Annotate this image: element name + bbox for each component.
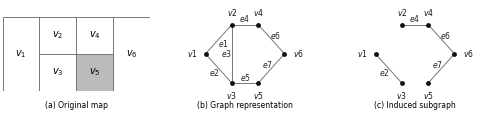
Text: $e7$: $e7$ [432, 59, 442, 70]
Text: $v5$: $v5$ [423, 90, 434, 101]
Text: $v3$: $v3$ [226, 90, 237, 101]
Text: $v_5$: $v_5$ [89, 66, 101, 78]
Text: $e2$: $e2$ [379, 67, 390, 78]
Text: $v4$: $v4$ [252, 7, 264, 18]
Text: (c) Induced subgraph: (c) Induced subgraph [374, 101, 456, 110]
Text: $v6$: $v6$ [462, 48, 473, 59]
Text: $v2$: $v2$ [226, 7, 237, 18]
Text: $v6$: $v6$ [292, 48, 304, 59]
Text: $e1$: $e1$ [218, 38, 228, 49]
Bar [76, 54, 113, 91]
Text: $v5$: $v5$ [253, 90, 264, 101]
Text: $v1$: $v1$ [356, 48, 368, 59]
Text: (b) Graph representation: (b) Graph representation [197, 101, 293, 110]
Text: $e6$: $e6$ [270, 30, 281, 41]
Text: $v4$: $v4$ [422, 7, 434, 18]
Text: $v_4$: $v_4$ [89, 29, 101, 41]
Text: $v_2$: $v_2$ [52, 29, 64, 41]
Text: $e3$: $e3$ [220, 48, 232, 59]
Text: $e5$: $e5$ [240, 72, 250, 83]
Text: $e7$: $e7$ [262, 59, 272, 70]
Text: $e4$: $e4$ [240, 13, 250, 24]
Text: $e6$: $e6$ [440, 30, 451, 41]
Text: $e2$: $e2$ [209, 67, 220, 78]
Text: $v_3$: $v_3$ [52, 66, 64, 78]
Bar [76, 54, 113, 91]
Text: $v1$: $v1$ [186, 48, 198, 59]
Text: $v_6$: $v_6$ [126, 48, 138, 60]
Text: (a) Original map: (a) Original map [45, 101, 108, 110]
Text: $v_1$: $v_1$ [15, 48, 26, 60]
Text: $e4$: $e4$ [410, 13, 420, 24]
Text: $v2$: $v2$ [396, 7, 407, 18]
Text: $v3$: $v3$ [396, 90, 407, 101]
